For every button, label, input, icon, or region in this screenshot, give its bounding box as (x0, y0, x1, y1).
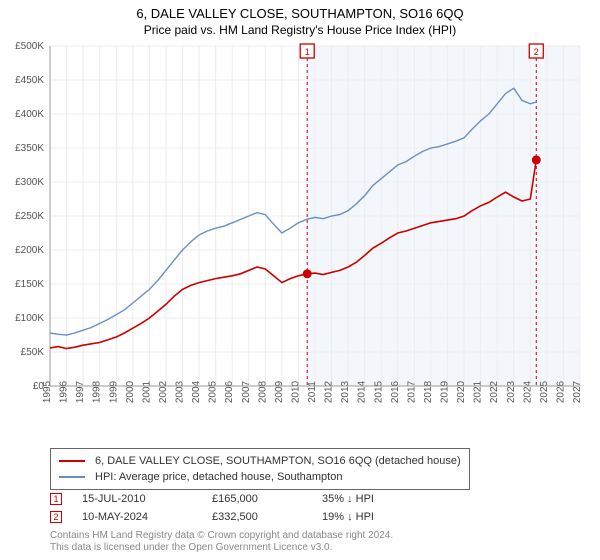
svg-text:1999: 1999 (108, 380, 119, 403)
svg-text:£400K: £400K (15, 109, 44, 120)
svg-text:2002: 2002 (158, 380, 169, 403)
sale-hpi-delta: 19% ↓ HPI (322, 508, 442, 526)
svg-text:1995: 1995 (42, 380, 53, 403)
legend-item: 6, DALE VALLEY CLOSE, SOUTHAMPTON, SO16 … (59, 453, 461, 469)
legend-label: 6, DALE VALLEY CLOSE, SOUTHAMPTON, SO16 … (95, 453, 461, 469)
svg-text:2010: 2010 (290, 380, 301, 403)
svg-text:£300K: £300K (15, 177, 44, 188)
svg-text:2024: 2024 (522, 380, 533, 403)
svg-text:2019: 2019 (440, 380, 451, 403)
legend-swatch (59, 460, 85, 462)
sale-hpi-delta: 35% ↓ HPI (322, 490, 442, 508)
svg-text:£350K: £350K (15, 143, 44, 154)
chart-subtitle: Price paid vs. HM Land Registry's House … (0, 21, 600, 37)
sales-table: 1 15-JUL-2010 £165,000 35% ↓ HPI 2 10-MA… (50, 490, 570, 526)
legend: 6, DALE VALLEY CLOSE, SOUTHAMPTON, SO16 … (50, 448, 470, 490)
attribution: Contains HM Land Registry data © Crown c… (50, 530, 393, 554)
svg-text:£50K: £50K (21, 347, 45, 358)
chart-plot-area: £0£50K£100K£150K£200K£250K£300K£350K£400… (50, 46, 580, 416)
svg-text:£100K: £100K (15, 313, 44, 324)
sale-date: 15-JUL-2010 (82, 490, 212, 508)
svg-text:2: 2 (534, 47, 539, 57)
attribution-line: This data is licensed under the Open Gov… (50, 542, 393, 554)
svg-text:£250K: £250K (15, 211, 44, 222)
svg-text:2001: 2001 (141, 380, 152, 403)
svg-text:2022: 2022 (489, 380, 500, 403)
sale-marker-icon: 2 (50, 511, 62, 523)
attribution-line: Contains HM Land Registry data © Crown c… (50, 530, 393, 542)
svg-text:2000: 2000 (125, 380, 136, 403)
sale-marker-icon: 1 (50, 493, 62, 505)
sale-date: 10-MAY-2024 (82, 508, 212, 526)
sale-price: £165,000 (212, 490, 322, 508)
svg-text:1998: 1998 (92, 380, 103, 403)
svg-text:2015: 2015 (373, 380, 384, 403)
svg-text:2012: 2012 (324, 380, 335, 403)
legend-label: HPI: Average price, detached house, Sout… (95, 469, 342, 485)
svg-text:£200K: £200K (15, 245, 44, 256)
legend-swatch (59, 476, 85, 478)
svg-text:2017: 2017 (406, 380, 417, 403)
legend-item: HPI: Average price, detached house, Sout… (59, 469, 461, 485)
svg-text:2009: 2009 (274, 380, 285, 403)
svg-text:2013: 2013 (340, 380, 351, 403)
svg-text:2011: 2011 (307, 381, 318, 403)
sale-row: 1 15-JUL-2010 £165,000 35% ↓ HPI (50, 490, 570, 508)
svg-text:2008: 2008 (257, 380, 268, 403)
svg-text:2007: 2007 (241, 380, 252, 403)
svg-text:2025: 2025 (539, 380, 550, 403)
sale-price: £332,500 (212, 508, 322, 526)
svg-text:2021: 2021 (473, 380, 484, 403)
chart-svg: £0£50K£100K£150K£200K£250K£300K£350K£400… (6, 42, 584, 416)
svg-text:£150K: £150K (15, 279, 44, 290)
svg-text:2016: 2016 (390, 380, 401, 403)
svg-text:2006: 2006 (224, 380, 235, 403)
svg-text:2005: 2005 (208, 380, 219, 403)
svg-text:2023: 2023 (506, 380, 517, 403)
svg-text:1997: 1997 (75, 380, 86, 403)
chart-title: 6, DALE VALLEY CLOSE, SOUTHAMPTON, SO16 … (0, 0, 600, 21)
svg-text:2003: 2003 (175, 380, 186, 403)
svg-text:2020: 2020 (456, 380, 467, 403)
svg-text:2027: 2027 (572, 380, 583, 403)
svg-text:2014: 2014 (357, 380, 368, 403)
svg-text:1996: 1996 (59, 380, 70, 403)
svg-text:2018: 2018 (423, 380, 434, 403)
svg-text:2026: 2026 (555, 380, 566, 403)
sale-row: 2 10-MAY-2024 £332,500 19% ↓ HPI (50, 508, 570, 526)
svg-text:1: 1 (305, 47, 310, 57)
svg-text:£450K: £450K (15, 75, 44, 86)
svg-text:2004: 2004 (191, 380, 202, 403)
svg-text:£500K: £500K (15, 42, 44, 52)
chart-container: 6, DALE VALLEY CLOSE, SOUTHAMPTON, SO16 … (0, 0, 600, 560)
